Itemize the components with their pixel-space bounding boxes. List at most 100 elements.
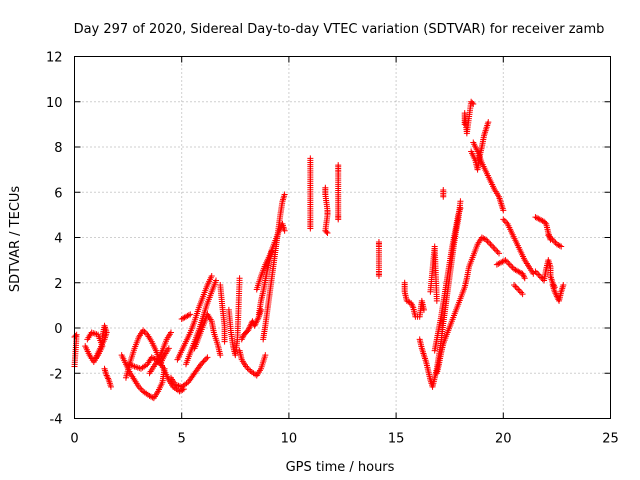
y-tick-label: 12 (46, 51, 63, 66)
data-point (84, 336, 91, 343)
x-tick-label: 15 (388, 432, 405, 447)
data-point (335, 216, 342, 223)
data-track (549, 282, 567, 304)
data-track (238, 306, 265, 343)
data-track (431, 205, 464, 354)
data-point (500, 207, 507, 214)
data-track (461, 98, 477, 137)
data-point (487, 241, 494, 248)
data-point (469, 99, 476, 106)
y-tick-label: 2 (54, 277, 62, 292)
y-tick-label: 8 (54, 141, 62, 156)
data-point (217, 352, 224, 359)
data-track (433, 234, 503, 377)
data-track (253, 220, 288, 293)
grid-lines (74, 56, 611, 419)
x-tick-label: 5 (178, 432, 186, 447)
data-track (307, 155, 314, 232)
data-point (268, 248, 275, 255)
data-point (138, 386, 145, 393)
data-point (494, 248, 501, 255)
data-track (468, 119, 492, 173)
data-track (545, 232, 565, 250)
data-point (99, 334, 106, 341)
x-tick-label: 25 (602, 432, 619, 447)
data-point (208, 272, 215, 279)
data-track (191, 311, 224, 359)
data-track (167, 354, 211, 390)
data-point (107, 383, 114, 390)
data-point (324, 229, 331, 236)
data-point (501, 257, 508, 264)
data-point (281, 227, 288, 234)
data-point (409, 303, 416, 310)
data-track (427, 243, 440, 304)
data-track (440, 186, 447, 200)
data-point (536, 272, 543, 279)
data-track (174, 272, 215, 363)
data-point (167, 329, 174, 336)
data-point (560, 282, 567, 289)
y-tick-label: -4 (50, 413, 63, 428)
data-point (521, 273, 528, 280)
data-point (204, 354, 211, 361)
data-point (501, 217, 508, 224)
data-point (236, 275, 243, 282)
y-tick-label: 6 (54, 186, 62, 201)
y-tick-label: -2 (50, 367, 63, 382)
data-point (521, 275, 528, 282)
data-point (470, 101, 477, 108)
data-point (323, 228, 330, 235)
data-point (457, 198, 464, 205)
data-track (178, 311, 194, 322)
x-tick-label: 20 (495, 432, 512, 447)
data-point (558, 243, 565, 250)
data-point (490, 244, 497, 251)
data-track (375, 239, 382, 279)
data-track (401, 279, 427, 320)
data-point (185, 312, 192, 319)
data-point (516, 288, 523, 295)
data-point (519, 291, 526, 298)
data-point (165, 345, 172, 352)
data-points (71, 98, 567, 402)
data-point (440, 186, 447, 193)
y-tick-label: 0 (54, 322, 62, 337)
data-point (281, 191, 288, 198)
data-point (199, 359, 206, 366)
data-point (488, 242, 495, 249)
data-point (506, 261, 513, 268)
y-tick-label: 10 (46, 96, 63, 111)
data-track (493, 257, 528, 282)
x-axis-label: GPS time / hours (286, 460, 395, 475)
data-point (503, 258, 510, 265)
data-point (496, 250, 503, 257)
data-track (511, 282, 526, 298)
data-point (515, 286, 522, 293)
data-track (322, 184, 331, 236)
data-track (71, 331, 80, 370)
data-point (200, 358, 207, 365)
data-track (146, 329, 174, 377)
data-point (518, 289, 525, 296)
y-axis-label: SDTVAR / TECUs (8, 186, 23, 293)
data-track (125, 345, 172, 372)
data-track (236, 347, 269, 379)
data-point (420, 306, 427, 313)
data-track (500, 216, 537, 277)
data-point (538, 274, 545, 281)
data-point (307, 225, 314, 232)
data-point (213, 277, 220, 284)
axes: 0 5 10 15 20 25 -4 -2 0 2 4 6 8 10 12 (46, 51, 619, 447)
data-point (508, 263, 515, 270)
data-track (92, 322, 110, 361)
data-track (225, 275, 243, 359)
y-tick-label: 4 (54, 232, 62, 247)
data-track (217, 282, 228, 345)
data-point (533, 269, 540, 276)
data-point (500, 216, 507, 223)
data-point (433, 297, 440, 304)
data-point (486, 239, 493, 246)
data-point (221, 338, 228, 345)
